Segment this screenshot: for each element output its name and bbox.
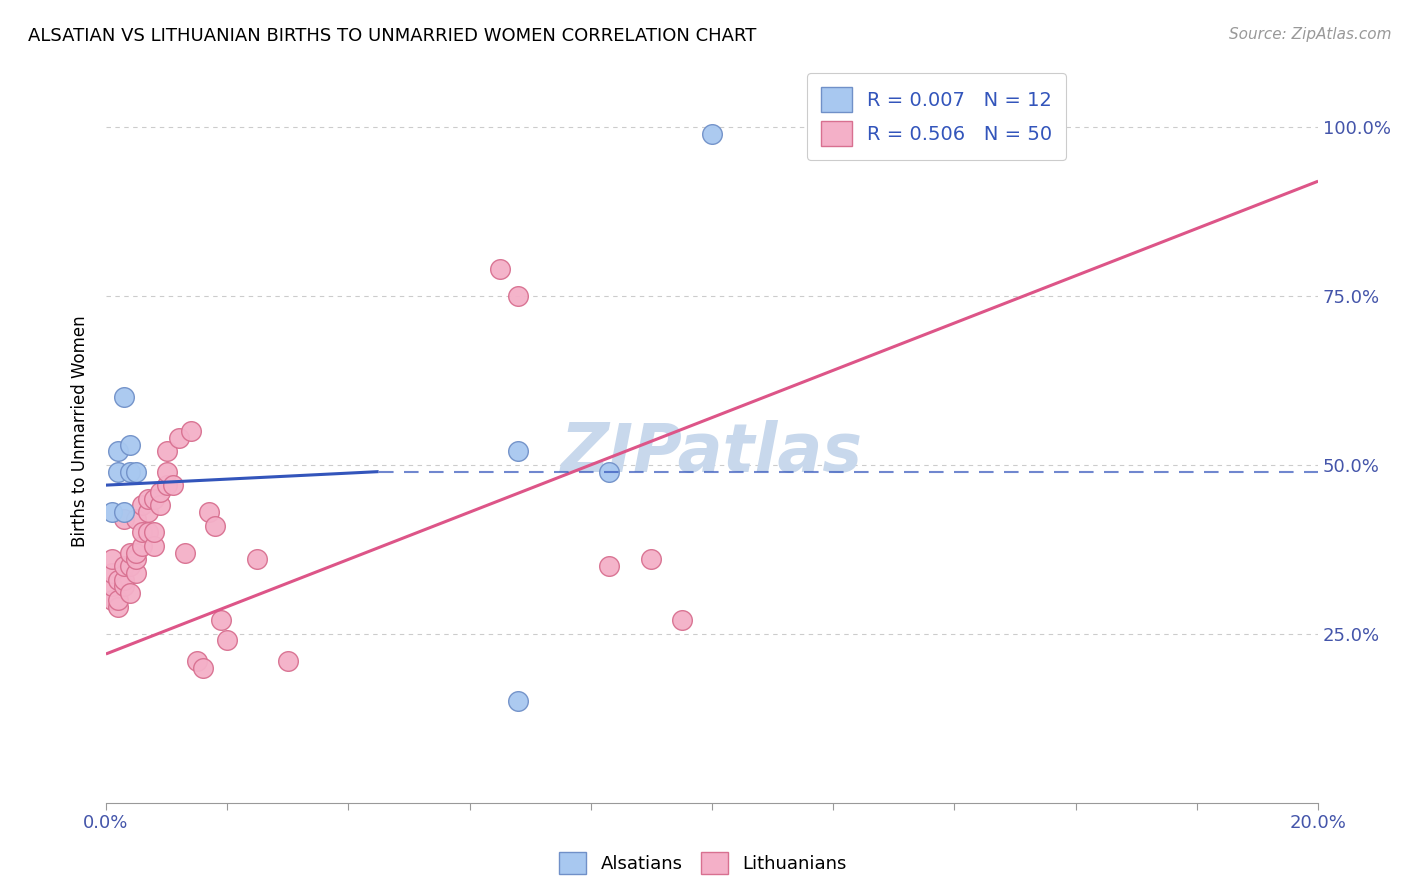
Point (204, 518, 226, 533)
Point (149, 499, 172, 513)
Point (489, 262, 512, 277)
Point (155, 478, 177, 492)
Point (120, 437, 142, 451)
Point (167, 431, 190, 445)
Point (101, 505, 124, 519)
Point (101, 579, 124, 593)
Point (143, 539, 166, 553)
Point (120, 546, 142, 560)
Point (173, 546, 195, 560)
Point (125, 546, 148, 560)
Point (671, 613, 693, 627)
Point (107, 573, 129, 587)
Legend: R = 0.007   N = 12, R = 0.506   N = 50: R = 0.007 N = 12, R = 0.506 N = 50 (807, 73, 1066, 160)
Point (101, 593, 124, 607)
Point (112, 573, 135, 587)
Point (125, 566, 148, 580)
Point (138, 505, 160, 519)
Point (155, 465, 177, 479)
Point (217, 633, 239, 648)
Point (180, 424, 202, 438)
Point (246, 552, 269, 566)
Point (506, 694, 529, 708)
Point (209, 613, 232, 627)
Point (101, 566, 124, 580)
Point (198, 505, 221, 519)
Point (640, 552, 662, 566)
Point (125, 512, 148, 526)
Point (149, 484, 172, 499)
Point (138, 491, 160, 506)
Point (155, 444, 177, 458)
Point (162, 478, 184, 492)
Point (107, 599, 129, 614)
Point (131, 499, 153, 513)
Point (277, 654, 299, 668)
Point (120, 559, 142, 574)
Y-axis label: Births to Unmarried Women: Births to Unmarried Women (72, 315, 89, 547)
Point (107, 593, 129, 607)
Point (112, 559, 135, 574)
Point (120, 586, 142, 600)
Point (598, 465, 620, 479)
Point (112, 505, 135, 519)
Point (125, 552, 148, 566)
Point (506, 444, 529, 458)
Point (107, 444, 129, 458)
Point (191, 660, 214, 674)
Point (143, 491, 166, 506)
Point (598, 559, 620, 574)
Point (101, 552, 124, 566)
Legend: Alsatians, Lithuanians: Alsatians, Lithuanians (550, 843, 856, 883)
Point (131, 539, 153, 553)
Point (112, 512, 135, 526)
Point (120, 465, 142, 479)
Point (112, 390, 135, 404)
Point (143, 525, 166, 540)
Point (700, 127, 723, 141)
Point (138, 525, 160, 540)
Point (131, 525, 153, 540)
Point (186, 654, 208, 668)
Point (823, 134, 845, 148)
Text: Source: ZipAtlas.com: Source: ZipAtlas.com (1229, 27, 1392, 42)
Text: ZIPatlas: ZIPatlas (561, 420, 863, 486)
Point (506, 289, 529, 303)
Text: ALSATIAN VS LITHUANIAN BIRTHS TO UNMARRIED WOMEN CORRELATION CHART: ALSATIAN VS LITHUANIAN BIRTHS TO UNMARRI… (28, 27, 756, 45)
Point (125, 465, 148, 479)
Point (107, 465, 129, 479)
Point (112, 579, 135, 593)
